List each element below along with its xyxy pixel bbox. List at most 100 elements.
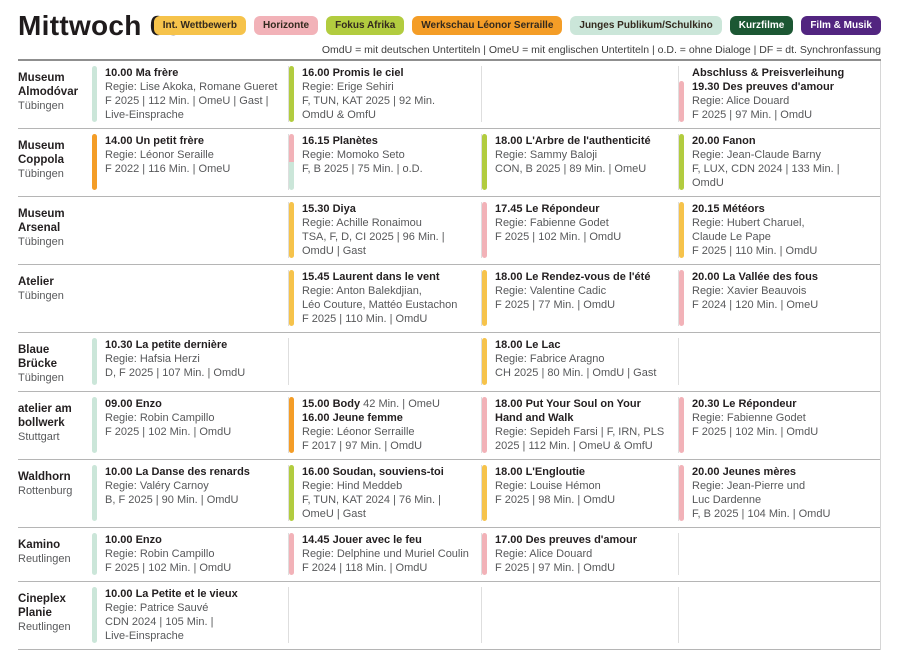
film-entry-text: 16.00 Promis le ciel Regie: Erige Sehiri F… <box>302 66 435 122</box>
film-title-text: 10.00 Enzo <box>105 534 162 546</box>
film-detail-text: F 2025 | 110 Min. | OmdU <box>302 313 428 325</box>
film-entry-line: 15.45 Laurent dans le vent <box>302 270 457 284</box>
venue-city: Tübingen <box>18 372 64 384</box>
film-title-text: 18.00 Le Rendez-vous de l'été <box>495 271 651 283</box>
film-title-text: 16.00 Promis le ciel <box>302 67 404 79</box>
film-entry-line: Regie: Lise Akoka, Romane Gueret <box>105 80 277 94</box>
film-detail-text: OmdU | Gast <box>302 245 366 257</box>
category-bar <box>289 465 294 521</box>
schedule-table: Museum Almodóvar Tübingen 10.00 Ma frère Re… <box>18 61 881 650</box>
screening-slot <box>678 587 881 643</box>
film-detail-text: D, F 2025 | 107 Min. | OmdU <box>105 367 246 379</box>
film-detail-text: Claude Le Pape <box>692 231 771 243</box>
category-bar-segment <box>92 465 97 521</box>
film-entry: 20.00 Jeunes mères Regie: Jean-Pierre und… <box>679 465 881 521</box>
film-detail-text: F 2025 | 102 Min. | OmdU <box>495 231 622 243</box>
film-entry: 15.00 Body 42 Min. | OmeU 16.00 Jeune fem… <box>289 397 481 453</box>
venue: Kamino Reutlingen <box>18 533 92 575</box>
film-entry-line: Regie: Jean-Pierre und <box>692 479 830 493</box>
film-detail-text: F 2024 | 120 Min. | OmeU <box>692 299 819 311</box>
screening-slot: 20.15 Météors Regie: Hubert Charuel, Claud… <box>678 202 881 258</box>
film-entry-line: CON, B 2025 | 89 Min. | OmeU <box>495 162 651 176</box>
schedule-row: Blaue Brücke Tübingen 10.30 La petite dern… <box>18 333 880 392</box>
film-detail-text: Regie: Valéry Carnoy <box>105 480 209 492</box>
film-entry-text: 18.00 L'Engloutie Regie: Louise Hémon F 20… <box>495 465 615 521</box>
category-bar <box>482 465 487 521</box>
film-title-text: 18.00 Put Your Soul on Your <box>495 398 641 410</box>
film-entry-text: 18.00 Le Rendez-vous de l'été Regie: Vale… <box>495 270 650 326</box>
venue: Cineplex Planie Reutlingen <box>18 587 92 643</box>
film-entry-line: Hand and Walk <box>495 411 664 425</box>
screening-slot: 16.15 Planètes Regie: Momoko Seto F, B 202… <box>288 134 481 190</box>
film-entry-text: 17.45 Le Répondeur Regie: Fabienne Godet F… <box>495 202 621 258</box>
venue: Atelier Tübingen <box>18 270 92 326</box>
film-detail-text: F 2025 | 97 Min. | OmdU <box>495 562 616 574</box>
screening-slot: 18.00 L'Engloutie Regie: Louise Hémon F 20… <box>481 465 678 521</box>
film-detail-text: Regie: Sepideh Farsi | F, IRN, PLS <box>495 426 665 438</box>
screening-slot: 18.00 Le Rendez-vous de l'été Regie: Vale… <box>481 270 678 326</box>
venue: atelier am bollwerk Stuttgart <box>18 397 92 453</box>
venue: Waldhorn Rottenburg <box>18 465 92 521</box>
film-entry: 20.00 La Vallée des fous Regie: Xavier Be… <box>679 270 881 326</box>
film-title-text: 16.00 Soudan, souviens-toi <box>302 466 444 478</box>
film-title-text: 20.30 Le Répondeur <box>692 398 797 410</box>
film-detail-text: F, LUX, CDN 2024 | 133 Min. | <box>692 163 840 175</box>
film-entry-text: 20.15 Météors Regie: Hubert Charuel, Claud… <box>692 202 817 258</box>
film-detail-text: CON, B 2025 | 89 Min. | OmeU <box>495 163 647 175</box>
category-bar <box>482 397 487 453</box>
category-bar <box>92 465 97 521</box>
category-bar <box>92 533 97 575</box>
screening-slot: 16.00 Soudan, souviens-toi Regie: Hind Me… <box>288 465 481 521</box>
category-bar-segment <box>289 162 294 190</box>
film-entry: 16.15 Planètes Regie: Momoko Seto F, B 202… <box>289 134 481 190</box>
film-detail-text: Regie: Hafsia Herzi <box>105 353 200 365</box>
film-entry: 15.45 Laurent dans le vent Regie: Anton B… <box>289 270 481 326</box>
film-detail-text: Regie: Xavier Beauvois <box>692 285 807 297</box>
film-entry-text: 09.00 Enzo Regie: Robin Campillo F 2025 | … <box>105 397 231 453</box>
schedule-row: Atelier Tübingen 15.45 Laurent dans le ven… <box>18 265 880 333</box>
film-entry-line: 20.15 Météors <box>692 202 817 216</box>
film-detail-text: Regie: Léonor Serraille <box>302 426 415 438</box>
film-title-text: 14.00 Un petit frère <box>105 135 205 147</box>
film-title-text: 18.00 L'Engloutie <box>495 466 586 478</box>
category-bar <box>92 587 97 643</box>
category-bar-segment <box>92 397 97 453</box>
film-entry-line: Regie: Hafsia Herzi <box>105 352 245 366</box>
category-bar <box>482 202 487 258</box>
venue: Museum Coppola Tübingen <box>18 134 92 190</box>
film-detail-text: Regie: Robin Campillo <box>105 412 215 424</box>
category-bar <box>679 202 684 258</box>
film-detail-text: Regie: Erige Sehiri <box>302 81 394 93</box>
category-bar-segment <box>679 397 684 453</box>
category-bar-segment <box>92 66 97 122</box>
category-bar-segment <box>482 397 487 453</box>
film-entry-text: 17.00 Des preuves d'amour Regie: Alice Do… <box>495 533 637 575</box>
film-detail-text: OmdU & OmfU <box>302 109 376 121</box>
film-entry-line: 10.00 Ma frère <box>105 66 277 80</box>
film-entry-line: F 2025 | 97 Min. | OmdU <box>495 561 637 575</box>
film-entry-line: F 2024 | 120 Min. | OmeU <box>692 298 818 312</box>
film-detail-text: Regie: Alice Douard <box>692 95 790 107</box>
film-entry-line: F 2022 | 116 Min. | OmeU <box>105 162 230 176</box>
film-entry-line: 17.45 Le Répondeur <box>495 202 621 216</box>
film-entry-line: Regie: Fabienne Godet <box>495 216 621 230</box>
category-bar <box>289 270 294 326</box>
category-bar <box>92 338 97 385</box>
film-title-text: 10.00 La Danse des renards <box>105 466 250 478</box>
category-bar-segment <box>679 270 684 326</box>
screening-slot: 15.00 Body 42 Min. | OmeU 16.00 Jeune fem… <box>288 397 481 453</box>
category-bar <box>679 81 684 122</box>
venue-name: Museum Almodóvar <box>18 72 79 98</box>
film-title-text: 10.30 La petite dernière <box>105 339 228 351</box>
film-entry-line: F 2025 | 102 Min. | OmdU <box>692 425 818 439</box>
screening-slot: 10.00 La Petite et le vieux Regie: Patric… <box>92 587 288 643</box>
film-entry-line: F 2025 | 110 Min. | OmdU <box>302 312 457 326</box>
category-bar-segment <box>92 134 97 190</box>
film-entry-line: F 2017 | 97 Min. | OmdU <box>302 439 440 453</box>
screening-slot: 10.00 La Danse des renards Regie: Valéry … <box>92 465 288 521</box>
film-entry-line: 15.30 Diya <box>302 202 445 216</box>
venue-name: Museum Arsenal <box>18 208 65 234</box>
screening-slot: 10.00 Enzo Regie: Robin Campillo F 2025 | … <box>92 533 288 575</box>
film-entry-text: 15.45 Laurent dans le vent Regie: Anton B… <box>302 270 457 326</box>
venue-name: Kamino <box>18 539 61 551</box>
